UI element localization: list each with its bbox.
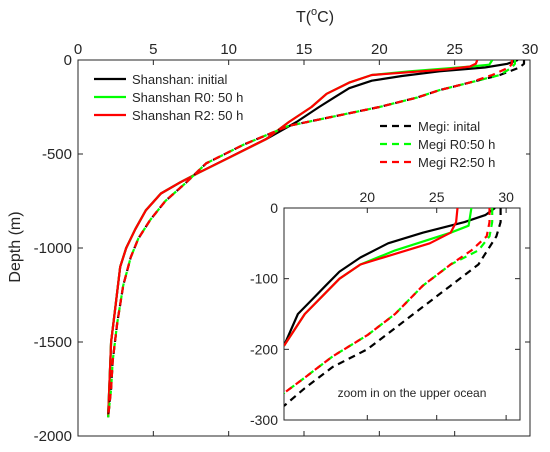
legend-label: Megi R0:50 h bbox=[418, 137, 495, 152]
legend-label: Megi: inital bbox=[418, 119, 480, 134]
main-series-line bbox=[107, 60, 513, 418]
x-axis-title: T(oC) bbox=[296, 6, 334, 26]
inset-y-tick-label: -300 bbox=[250, 412, 278, 428]
main-y-tick-label: -500 bbox=[42, 146, 72, 163]
legend-label: Megi R2:50 h bbox=[418, 155, 495, 170]
legend-shanshan: Shanshan: initial Shanshan R0: 50 h Shansh… bbox=[90, 66, 260, 124]
legend-megi: Megi: inital Megi R0:50 h Megi R2:50 h bbox=[376, 113, 526, 171]
main-y-tick-label: -1500 bbox=[34, 334, 72, 351]
inset-y-tick-label: 0 bbox=[270, 200, 278, 216]
legend-label: Shanshan: initial bbox=[132, 72, 228, 87]
main-x-tick-label: 30 bbox=[522, 41, 539, 58]
inset-series-line bbox=[284, 208, 491, 394]
main-x-tick-label: 20 bbox=[371, 41, 388, 58]
legend-label: Shanshan R2: 50 h bbox=[132, 108, 243, 123]
inset-x-tick-label: 30 bbox=[498, 189, 514, 205]
legend-box bbox=[376, 113, 526, 171]
main-x-tick-label: 0 bbox=[74, 41, 82, 58]
inset-plot: 20 25 30 0 -100 -200 -300 bbox=[250, 189, 521, 428]
main-x-tick-label: 25 bbox=[446, 41, 463, 58]
main-x-tick-label: 15 bbox=[296, 41, 313, 58]
main-x-tick-label: 10 bbox=[220, 41, 237, 58]
main-series-line bbox=[107, 60, 479, 418]
legend-label: Shanshan R0: 50 h bbox=[132, 90, 243, 105]
main-series-line bbox=[107, 60, 517, 418]
y-axis-label: Depth (m) bbox=[7, 211, 24, 282]
inset-annotation: zoom in on the upper ocean bbox=[338, 386, 487, 400]
inset-series-line bbox=[284, 208, 502, 407]
inset-series-line bbox=[284, 208, 459, 347]
inset-y-tick-label: -200 bbox=[250, 341, 278, 357]
main-y-tick-label: -1000 bbox=[34, 240, 72, 257]
inset-y-tick-label: -100 bbox=[250, 271, 278, 287]
main-y-tick-label: -2000 bbox=[34, 428, 72, 445]
main-x-tick-label: 5 bbox=[149, 41, 157, 58]
inset-series-line bbox=[284, 208, 496, 347]
x-axis-label: T(oC) bbox=[296, 6, 334, 26]
main-y-tick-label: 0 bbox=[64, 52, 72, 69]
inset-x-tick-label: 20 bbox=[360, 189, 376, 205]
inset-x-tick-label: 25 bbox=[429, 189, 445, 205]
